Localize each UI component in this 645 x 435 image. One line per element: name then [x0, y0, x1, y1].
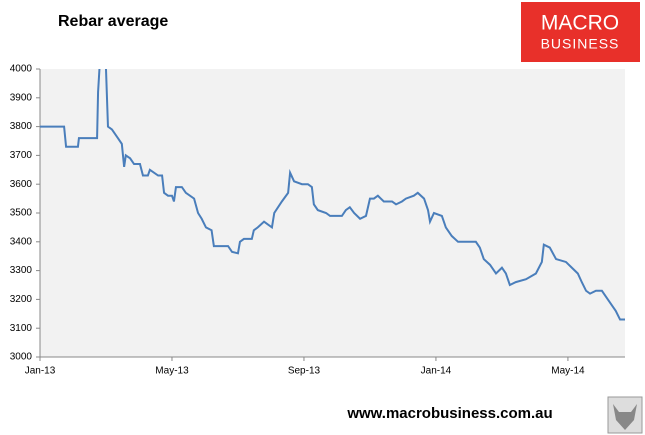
- x-tick-label: May-14: [551, 366, 585, 377]
- x-tick-label: Jan-14: [421, 366, 452, 377]
- source: www.macrobusiness.com.au: [346, 405, 552, 422]
- x-tick-label: Jan-13: [25, 366, 56, 377]
- y-tick-label: 3500: [10, 208, 33, 219]
- logo-box: [521, 2, 640, 62]
- plot-area: [40, 69, 625, 357]
- y-tick-label: 3100: [10, 323, 33, 334]
- y-tick-label: 3200: [10, 294, 33, 305]
- wolf-icon: [613, 404, 637, 430]
- y-tick-label: 3600: [10, 179, 33, 190]
- y-tick-label: 3800: [10, 121, 33, 132]
- chart-title: Rebar average: [58, 13, 168, 30]
- y-tick-label: 4000: [10, 64, 33, 75]
- x-tick-label: Sep-13: [288, 366, 321, 377]
- y-tick-label: 3700: [10, 150, 33, 161]
- y-tick-label: 3300: [10, 265, 33, 276]
- y-tick-label: 3000: [10, 352, 33, 363]
- logo-text: MACRO: [541, 12, 619, 35]
- logo-text: BUSINESS: [541, 36, 620, 52]
- line: [40, 69, 625, 321]
- y-tick-label: 3900: [10, 92, 33, 103]
- x-tick-label: May-13: [155, 366, 189, 377]
- y-tick-label: 3400: [10, 236, 33, 247]
